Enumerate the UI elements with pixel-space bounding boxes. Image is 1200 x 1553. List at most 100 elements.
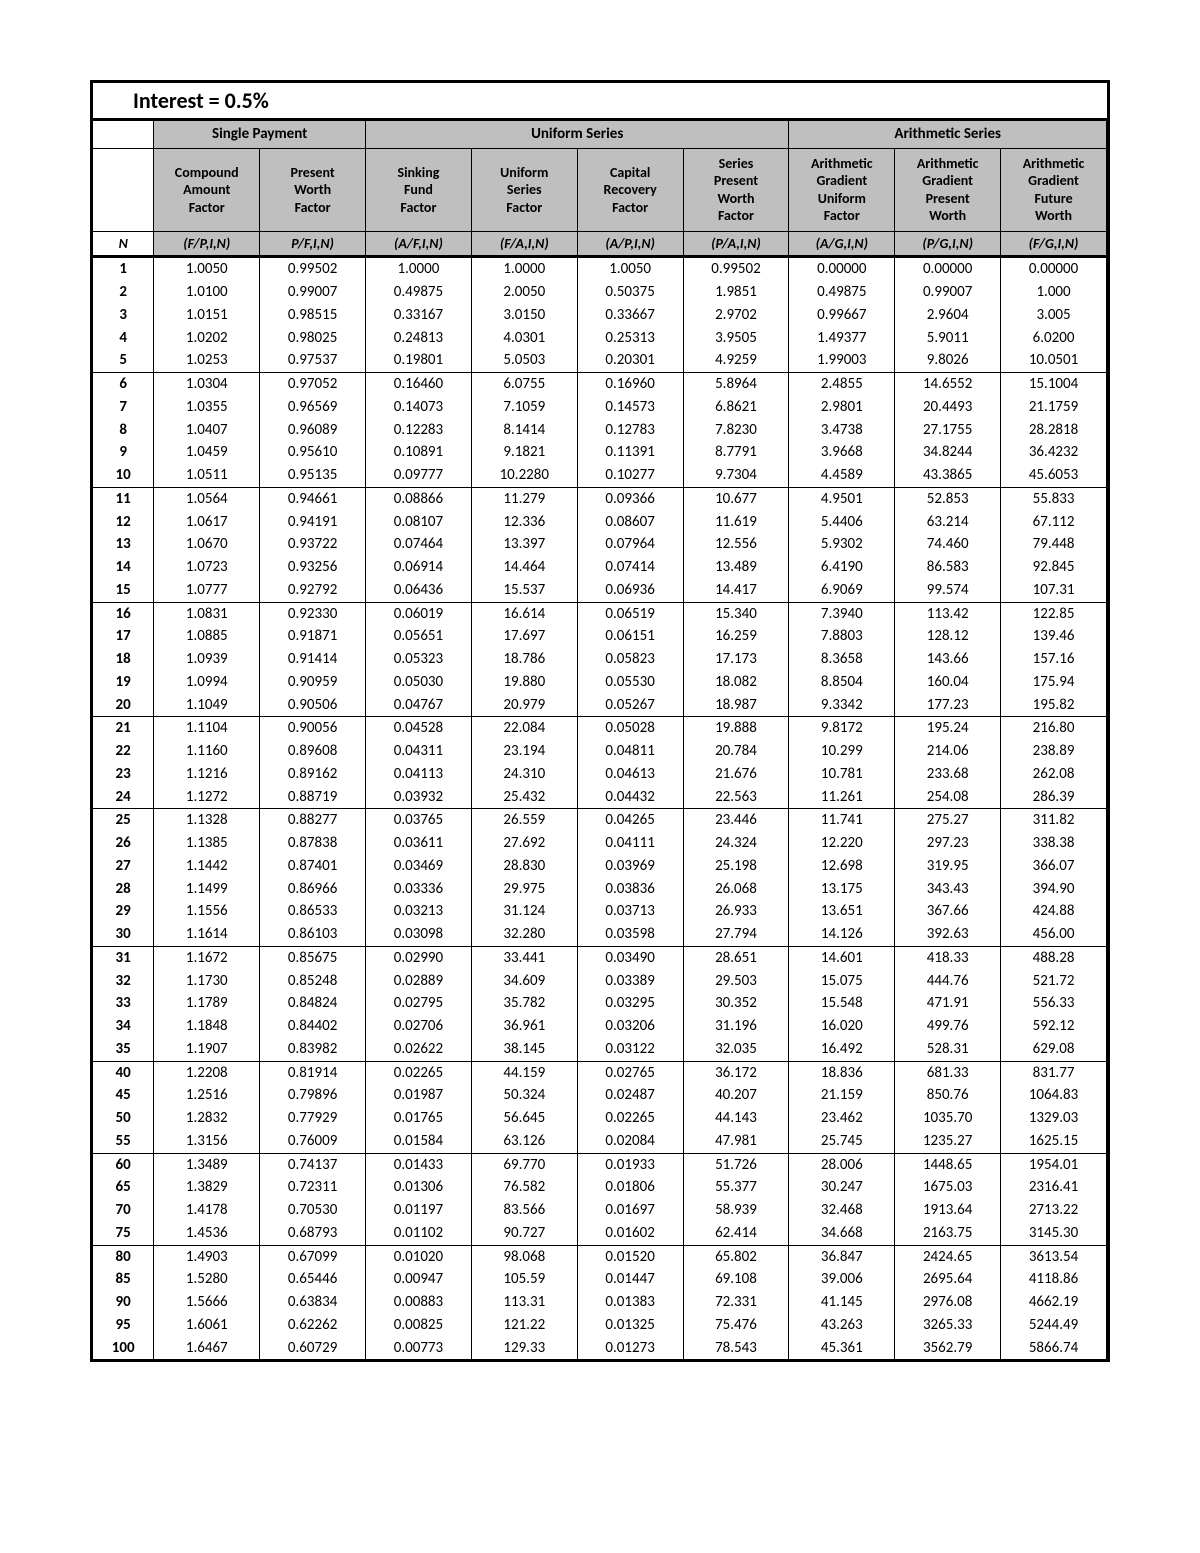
cell-c0: 1.2516	[154, 1084, 260, 1107]
cell-c7: 1448.65	[895, 1153, 1001, 1176]
cell-n: 95	[93, 1314, 154, 1337]
cell-c5: 18.987	[683, 694, 789, 717]
cell-c4: 0.20301	[577, 349, 683, 372]
group-header-row: Single PaymentUniform SeriesArithmetic S…	[93, 121, 1107, 148]
cell-c1: 0.95135	[260, 464, 366, 487]
table-row: 261.13850.878380.0361127.6920.0411124.32…	[93, 832, 1107, 855]
table-body: 11.00500.995021.00001.00001.00500.995020…	[93, 257, 1107, 1360]
cell-c6: 16.492	[789, 1038, 895, 1061]
cell-c4: 0.06519	[577, 602, 683, 625]
cell-c8: 4662.19	[1001, 1291, 1107, 1314]
cell-c1: 0.97537	[260, 349, 366, 372]
cell-c1: 0.93256	[260, 556, 366, 579]
table-row: 191.09940.909590.0503019.8800.0553018.08…	[93, 671, 1107, 694]
cell-c8: 15.1004	[1001, 373, 1107, 396]
cell-c7: 214.06	[895, 740, 1001, 763]
cell-c2: 0.33167	[366, 304, 472, 327]
cell-c0: 1.1104	[154, 717, 260, 740]
cell-c2: 0.03469	[366, 855, 472, 878]
cell-n: 34	[93, 1015, 154, 1038]
cell-c6: 10.299	[789, 740, 895, 763]
sub-header-4: CapitalRecoveryFactor	[577, 148, 683, 231]
cell-c7: 2976.08	[895, 1291, 1001, 1314]
cell-c0: 1.0994	[154, 671, 260, 694]
table-row: 231.12160.891620.0411324.3100.0461321.67…	[93, 763, 1107, 786]
table-row: 281.14990.869660.0333629.9750.0383626.06…	[93, 878, 1107, 901]
cell-c3: 129.33	[471, 1337, 577, 1360]
formula-header-6: (A/G,I,N)	[789, 231, 895, 257]
cell-c3: 1.0000	[471, 257, 577, 281]
cell-c7: 143.66	[895, 648, 1001, 671]
cell-c1: 0.90959	[260, 671, 366, 694]
cell-c6: 12.698	[789, 855, 895, 878]
cell-c1: 0.90056	[260, 717, 366, 740]
cell-c3: 113.31	[471, 1291, 577, 1314]
cell-n: 3	[93, 304, 154, 327]
sub-header-1: PresentWorthFactor	[260, 148, 366, 231]
cell-n: 70	[93, 1199, 154, 1222]
cell-n: 28	[93, 878, 154, 901]
table-row: 701.41780.705300.0119783.5660.0169758.93…	[93, 1199, 1107, 1222]
cell-c7: 43.3865	[895, 464, 1001, 487]
table-row: 321.17300.852480.0288934.6090.0338929.50…	[93, 970, 1107, 993]
cell-c4: 0.03490	[577, 946, 683, 969]
cell-c7: 2695.64	[895, 1268, 1001, 1291]
cell-c0: 1.0670	[154, 533, 260, 556]
cell-c6: 14.601	[789, 946, 895, 969]
cell-c7: 2163.75	[895, 1222, 1001, 1245]
cell-c2: 0.00947	[366, 1268, 472, 1291]
cell-c6: 32.468	[789, 1199, 895, 1222]
cell-c1: 0.93722	[260, 533, 366, 556]
cell-c4: 0.11391	[577, 441, 683, 464]
cell-c6: 41.145	[789, 1291, 895, 1314]
cell-c1: 0.84402	[260, 1015, 366, 1038]
cell-c8: 831.77	[1001, 1061, 1107, 1084]
cell-c1: 0.96089	[260, 419, 366, 442]
cell-c3: 11.279	[471, 487, 577, 510]
cell-c1: 0.86103	[260, 923, 366, 946]
cell-c2: 0.01987	[366, 1084, 472, 1107]
cell-c0: 1.0777	[154, 579, 260, 602]
cell-c2: 0.02795	[366, 992, 472, 1015]
cell-c2: 0.10891	[366, 441, 472, 464]
cell-c3: 24.310	[471, 763, 577, 786]
cell-c6: 5.9302	[789, 533, 895, 556]
cell-c1: 0.83982	[260, 1038, 366, 1061]
table-row: 211.11040.900560.0452822.0840.0502819.88…	[93, 717, 1107, 740]
cell-n: 20	[93, 694, 154, 717]
table-title: Interest = 0.5%	[93, 83, 1107, 121]
cell-n: 25	[93, 809, 154, 832]
cell-c4: 0.04811	[577, 740, 683, 763]
cell-c2: 0.04113	[366, 763, 472, 786]
cell-c3: 12.336	[471, 511, 577, 534]
cell-n: 9	[93, 441, 154, 464]
cell-c2: 0.01433	[366, 1153, 472, 1176]
cell-c8: 216.80	[1001, 717, 1107, 740]
cell-c5: 26.068	[683, 878, 789, 901]
cell-n: 55	[93, 1130, 154, 1153]
table-row: 251.13280.882770.0376526.5590.0426523.44…	[93, 809, 1107, 832]
sub-header-6: ArithmeticGradientUniformFactor	[789, 148, 895, 231]
cell-c3: 7.1059	[471, 396, 577, 419]
cell-c7: 3562.79	[895, 1337, 1001, 1360]
cell-c0: 1.0151	[154, 304, 260, 327]
cell-c7: 20.4493	[895, 396, 1001, 419]
cell-c1: 0.63834	[260, 1291, 366, 1314]
cell-c1: 0.68793	[260, 1222, 366, 1245]
cell-c2: 0.03611	[366, 832, 472, 855]
cell-c8: 5866.74	[1001, 1337, 1107, 1360]
cell-c5: 3.9505	[683, 327, 789, 350]
cell-c3: 17.697	[471, 625, 577, 648]
cell-c5: 23.446	[683, 809, 789, 832]
cell-c0: 1.3156	[154, 1130, 260, 1153]
cell-c4: 0.12783	[577, 419, 683, 442]
cell-c8: 1954.01	[1001, 1153, 1107, 1176]
cell-c0: 1.0407	[154, 419, 260, 442]
cell-n: 85	[93, 1268, 154, 1291]
cell-c8: 629.08	[1001, 1038, 1107, 1061]
cell-c1: 0.76009	[260, 1130, 366, 1153]
cell-c6: 14.126	[789, 923, 895, 946]
cell-c4: 0.02765	[577, 1061, 683, 1084]
cell-c3: 90.727	[471, 1222, 577, 1245]
cell-c2: 0.01197	[366, 1199, 472, 1222]
